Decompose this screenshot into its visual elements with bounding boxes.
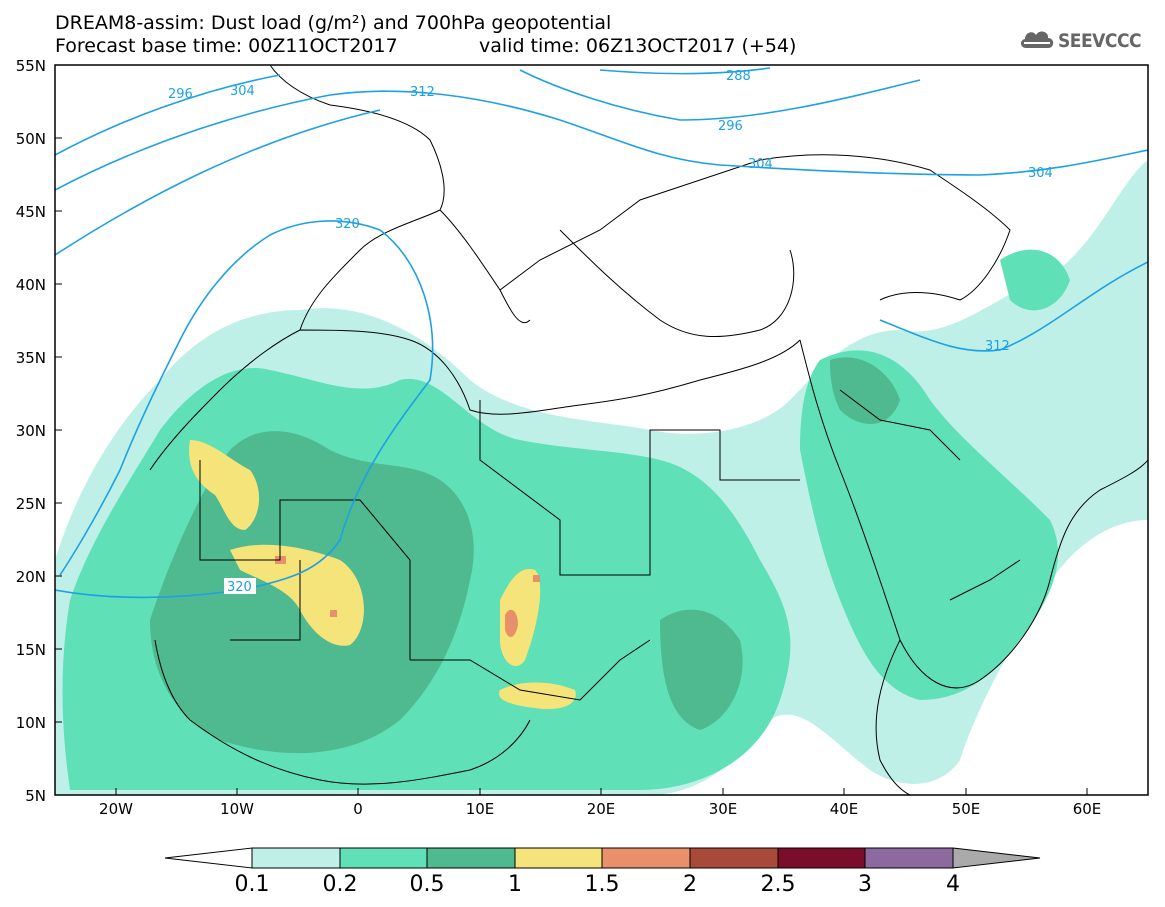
lon-label-10e: 10E (465, 800, 495, 818)
lat-label-55n: 55N (15, 57, 46, 75)
colorbar-label-0.2: 0.2 (322, 872, 358, 897)
lat-label-20n: 20N (15, 568, 46, 586)
lat-label-10n: 10N (15, 714, 46, 732)
colorbar-label-1: 1 (508, 872, 522, 897)
lon-label-40e: 40E (829, 800, 859, 818)
colorbar-bin-1-1.5 (514, 847, 603, 869)
lon-label-0: 0 (353, 800, 363, 818)
geopotential-contours (55, 67, 1148, 599)
logo-text: SEEVCCC (1058, 30, 1142, 52)
contour-labels: 296 304 312 320 288 296 304 304 312 320 (168, 69, 1053, 595)
seevccc-logo: SEEVCCC (1018, 26, 1148, 56)
colorbar-bin-0.2-0.5 (339, 847, 428, 869)
forecast-base-time: Forecast base time: 00Z11OCT2017 (55, 35, 398, 57)
lon-label-50e: 50E (951, 800, 981, 818)
lon-label-20e: 20E (586, 800, 616, 818)
colorbar-bin-2-2.5 (689, 847, 779, 869)
contour-label-312-east: 312 (985, 339, 1010, 354)
valid-time: valid time: 06Z13OCT2017 (+54) (479, 35, 797, 57)
dust-level-1 (189, 440, 576, 710)
contour-label-304-west: 304 (230, 84, 255, 99)
lon-label-30e: 30E (708, 800, 738, 818)
colorbar (164, 847, 1041, 869)
coastlines (149, 65, 1148, 795)
lat-label-45n: 45N (15, 203, 46, 221)
colorbar-bin-1.5-2 (601, 847, 691, 869)
colorbar-under-triangle (164, 847, 253, 869)
dust-level-0.5 (150, 357, 900, 754)
dust-level-1.5 (275, 556, 540, 637)
lat-label-25n: 25N (15, 495, 46, 513)
contour-label-288: 288 (726, 69, 751, 84)
colorbar-bin-2.5-3 (777, 847, 866, 869)
lat-label-35n: 35N (15, 349, 46, 367)
dust-field (55, 160, 1148, 795)
colorbar-label-1.5: 1.5 (584, 872, 620, 897)
colorbar-bin-0.5-1 (426, 847, 516, 869)
contour-label-296-west: 296 (168, 87, 193, 102)
lon-label-10w: 10W (220, 800, 254, 818)
title-line-2: Forecast base time: 00Z11OCT2017 valid ti… (55, 35, 796, 57)
contour-label-296-east: 296 (718, 119, 743, 134)
colorbar-bin-0.1-0.2 (251, 847, 341, 869)
colorbar-label-2: 2 (683, 872, 697, 897)
contour-label-312-north: 312 (410, 85, 435, 100)
colorbar-label-4: 4 (946, 872, 960, 897)
lat-label-5n: 5N (25, 787, 46, 805)
contour-label-320-north: 320 (335, 217, 360, 232)
title-line-1: DREAM8-assim: Dust load (g/m²) and 700hP… (55, 12, 612, 34)
lat-label-50n: 50N (15, 130, 46, 148)
colorbar-label-0.5: 0.5 (409, 872, 445, 897)
contour-label-304-east: 304 (748, 157, 773, 172)
lat-label-15n: 15N (15, 641, 46, 659)
cloud-icon (1020, 31, 1054, 48)
contour-label-320-south: 320 (227, 580, 252, 595)
axis-ticks (55, 137, 1088, 795)
lat-label-30n: 30N (15, 422, 46, 440)
contour-label-304-far-east: 304 (1028, 166, 1053, 181)
lon-label-60e: 60E (1072, 800, 1102, 818)
colorbar-label-0.1: 0.1 (234, 872, 270, 897)
colorbar-over-triangle (952, 847, 1041, 869)
colorbar-bin-3-4 (864, 847, 954, 869)
lat-label-40n: 40N (15, 276, 46, 294)
colorbar-label-3: 3 (858, 872, 872, 897)
lon-label-20w: 20W (99, 800, 133, 818)
colorbar-label-2.5: 2.5 (760, 872, 796, 897)
